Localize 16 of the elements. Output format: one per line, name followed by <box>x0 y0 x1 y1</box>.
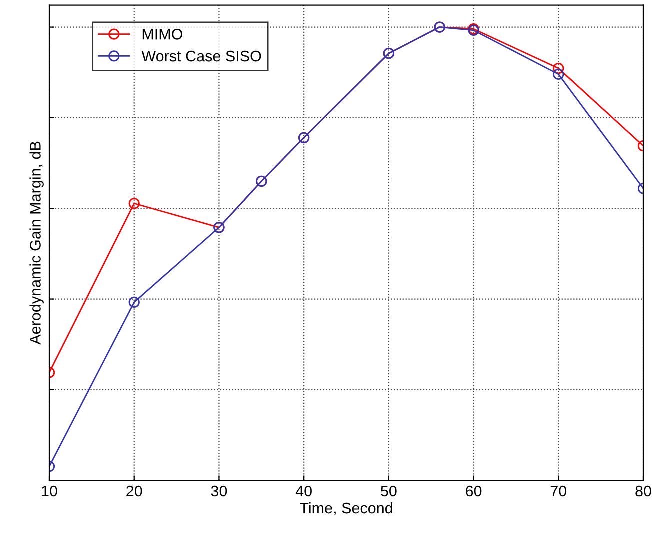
x-tick-label: 20 <box>126 486 142 497</box>
point <box>553 62 564 74</box>
x-tick-label: 70 <box>550 486 567 497</box>
x-tick-label: 30 <box>211 486 228 497</box>
point <box>553 68 564 80</box>
legend-label: Worst Case SISO <box>142 50 262 62</box>
x-tick-label: 60 <box>466 486 482 497</box>
x-tick-label: 50 <box>381 486 397 497</box>
point <box>128 198 140 210</box>
x-tick-label: 40 <box>296 486 312 497</box>
x-tick-label: 80 <box>636 486 652 497</box>
y-axis-title: Aerodynamic Gain Margin, dB <box>30 142 44 345</box>
legend-label: MIMO <box>142 29 183 40</box>
x-axis-title: Time, Second <box>300 502 392 516</box>
point <box>128 296 140 308</box>
x-tick-label: 10 <box>42 486 58 497</box>
